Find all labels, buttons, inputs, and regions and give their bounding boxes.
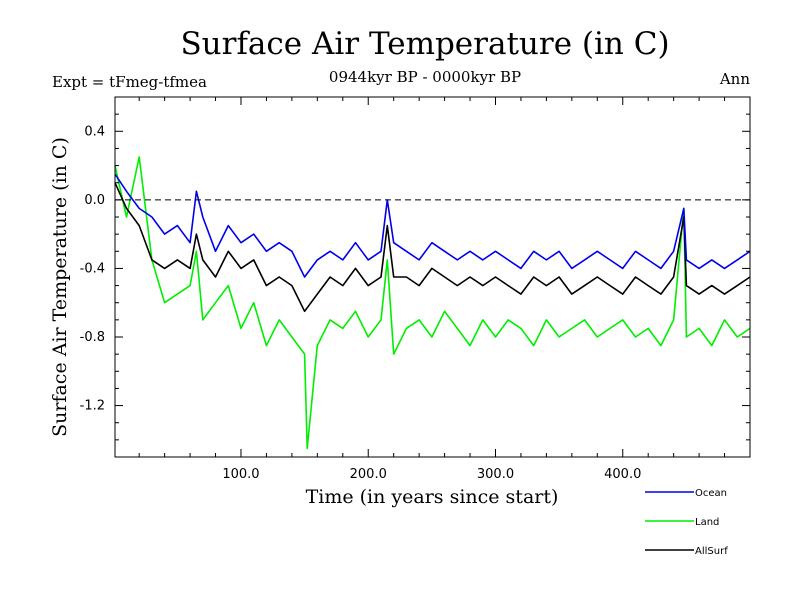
season-label: Ann bbox=[719, 70, 750, 88]
x-axis-label: Time (in years since start) bbox=[306, 486, 559, 508]
plot-frame bbox=[114, 96, 751, 458]
y-tick-label: -0.8 bbox=[80, 330, 105, 345]
series-line-allsurf bbox=[114, 182, 751, 313]
series-line-land bbox=[114, 156, 751, 450]
y-tick-label: 0.0 bbox=[84, 193, 105, 208]
x-tick-label: 200.0 bbox=[350, 467, 387, 482]
x-tick-label: 100.0 bbox=[222, 467, 259, 482]
x-tick-label: 400.0 bbox=[604, 467, 641, 482]
series-line-ocean bbox=[114, 173, 751, 278]
tick-layer: 0.4 0.0 -0.4 -0.8 -1.2 100.0 200.0 300.0 400.0 bbox=[80, 96, 751, 482]
chart-title: Surface Air Temperature (in C) bbox=[180, 26, 669, 62]
x-tick-label: 300.0 bbox=[477, 467, 514, 482]
y-tick-label: 0.4 bbox=[84, 124, 105, 139]
experiment-label: Expt = tFmeg-tfmea bbox=[52, 73, 207, 91]
legend: Ocean Land AllSurf bbox=[645, 488, 728, 557]
series-layer bbox=[114, 156, 751, 450]
y-tick-label: -1.2 bbox=[80, 399, 105, 414]
y-axis-label: Surface Air Temperature (in C) bbox=[49, 137, 71, 437]
legend-label-land: Land bbox=[695, 517, 719, 528]
legend-label-allsurf: AllSurf bbox=[695, 546, 728, 557]
y-tick-label: -0.4 bbox=[80, 261, 105, 276]
time-range-label: 0944kyr BP - 0000kyr BP bbox=[329, 68, 521, 86]
legend-label-ocean: Ocean bbox=[695, 488, 727, 499]
